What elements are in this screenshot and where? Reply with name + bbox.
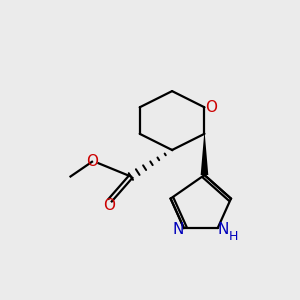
Polygon shape	[201, 134, 208, 175]
Text: O: O	[86, 154, 98, 169]
Text: O: O	[205, 100, 217, 115]
Text: N: N	[172, 222, 184, 237]
Text: O: O	[103, 198, 115, 213]
Text: H: H	[228, 230, 238, 243]
Text: N: N	[218, 222, 229, 237]
